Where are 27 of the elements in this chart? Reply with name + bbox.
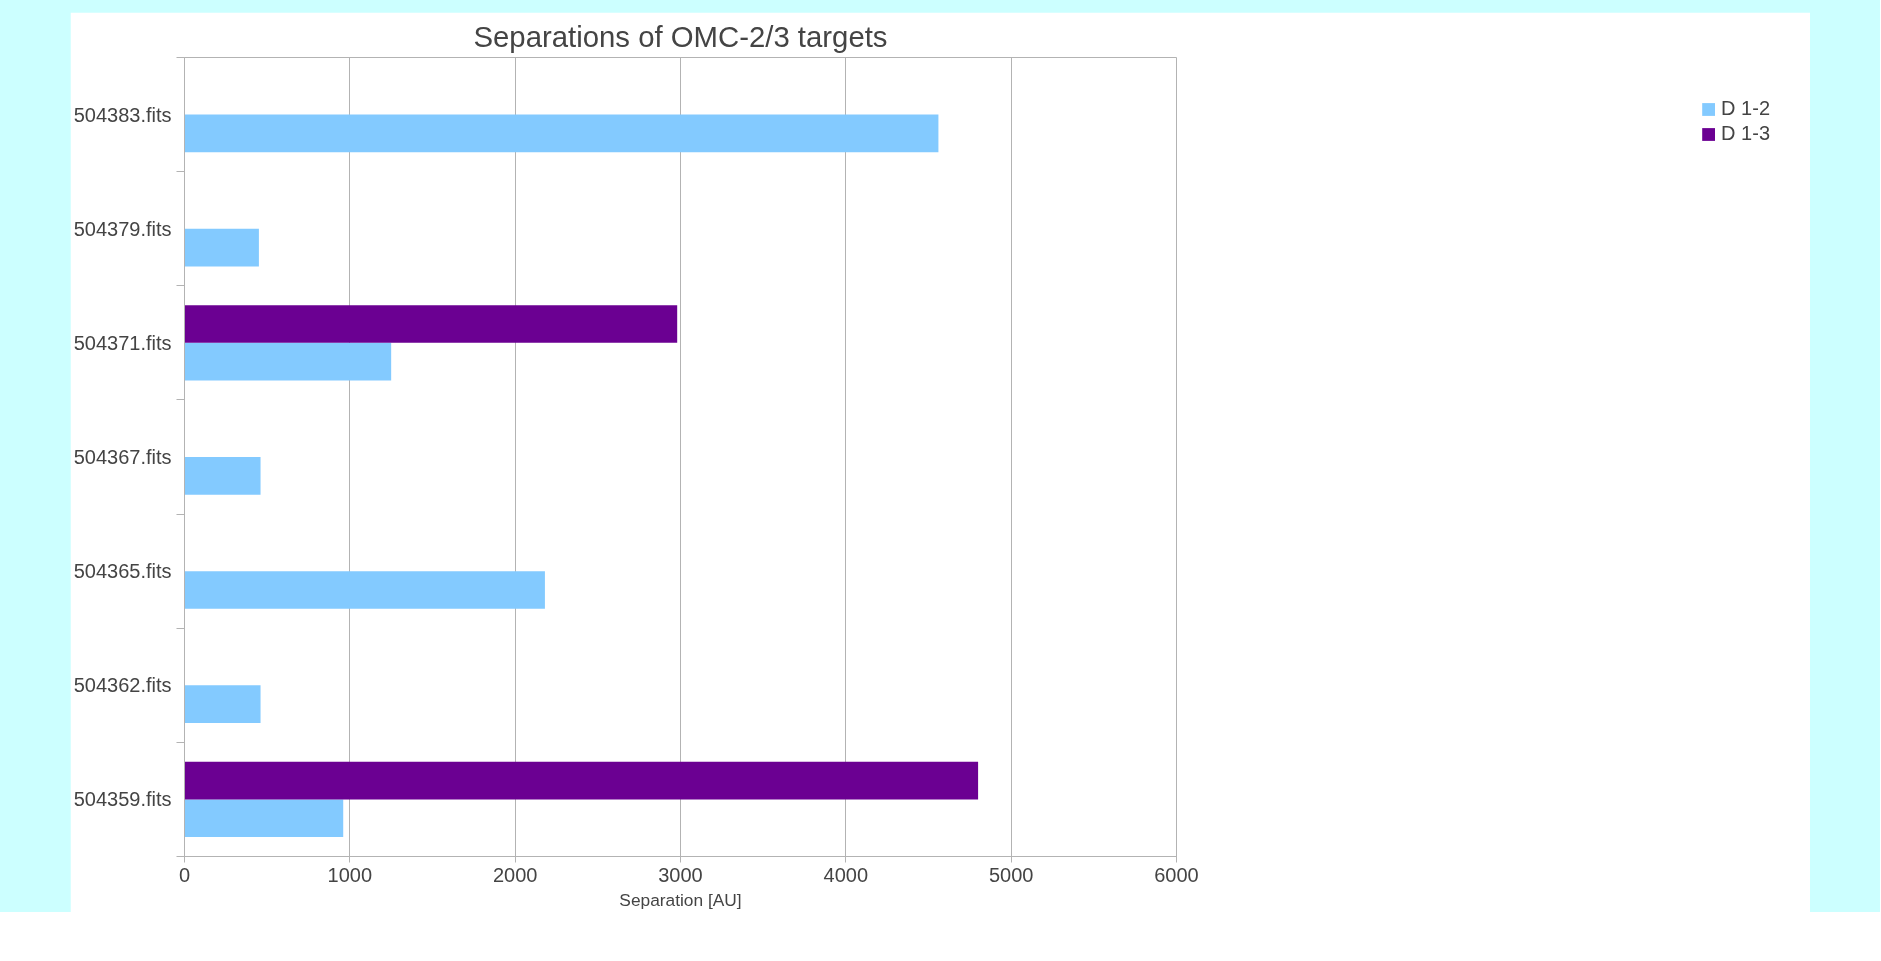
legend-label: D 1-3	[1721, 122, 1770, 145]
x-tick-label: 1000	[327, 863, 373, 886]
y-tick-label: 504383.fits	[73, 103, 172, 126]
bar	[184, 342, 392, 381]
y-tick-label: 504362.fits	[73, 674, 172, 697]
y-tick-label: 504359.fits	[73, 788, 172, 811]
x-tick-label: 3000	[658, 863, 703, 886]
y-tick-label: 504371.fits	[73, 331, 172, 354]
x-tick-label: 5000	[988, 863, 1034, 886]
x-tick-label: 2000	[492, 863, 538, 886]
chart-title: Separations of OMC-2/3 targets	[473, 19, 888, 53]
bar	[184, 457, 261, 495]
x-axis-title: Separation [AU]	[619, 889, 742, 910]
x-tick-label: 6000	[1154, 863, 1199, 886]
legend-label: D 1-2	[1721, 97, 1770, 120]
bar	[184, 114, 939, 153]
bar	[184, 685, 261, 723]
y-tick-label: 504367.fits	[73, 446, 172, 468]
bar	[184, 571, 545, 609]
bar	[184, 305, 678, 343]
bar	[184, 228, 259, 267]
x-tick-label: 0	[178, 863, 191, 886]
y-tick-label: 504365.fits	[73, 560, 172, 583]
bar	[184, 799, 344, 838]
x-tick-label: 4000	[823, 863, 869, 886]
bar	[184, 761, 979, 800]
y-tick-label: 504379.fits	[73, 217, 172, 240]
